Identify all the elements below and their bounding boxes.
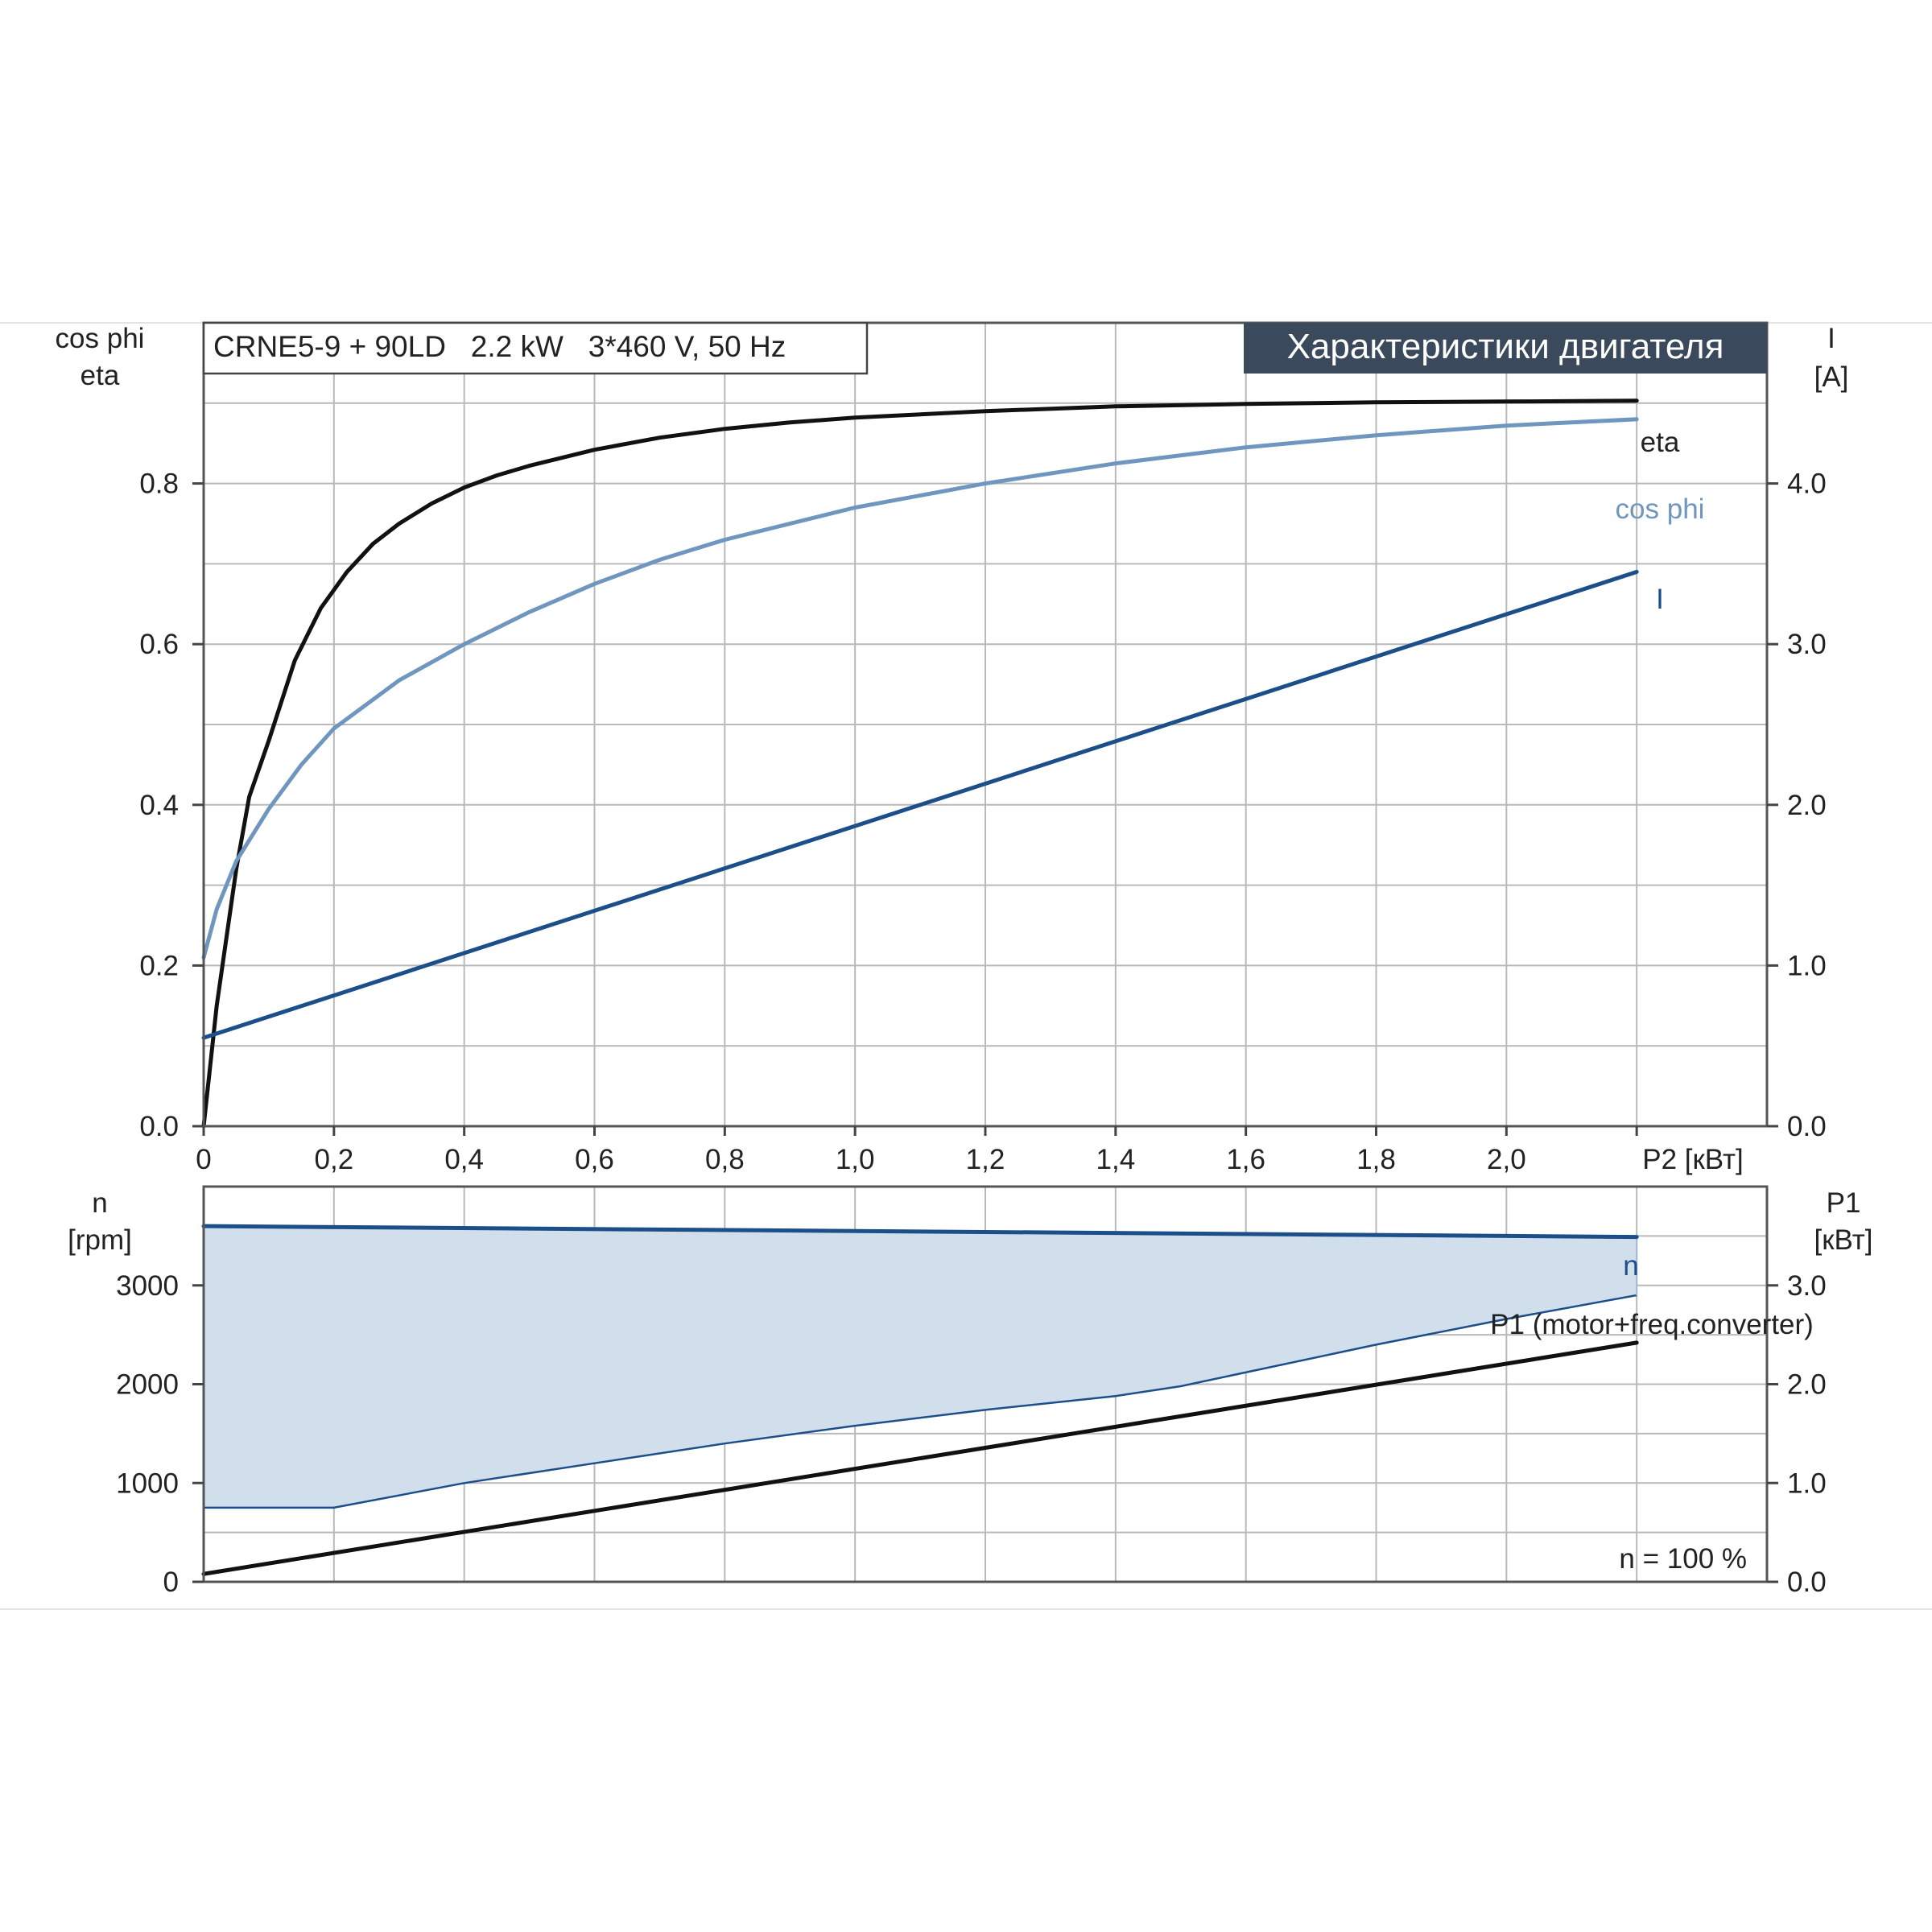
speed-band-area [204,1226,1637,1508]
y-left-tick-label: 0.0 [139,1111,179,1142]
x-tick-label: 0,2 [315,1144,354,1175]
series-line-i [201,569,1639,1040]
series-line-n [201,1224,1639,1240]
p1-axis-label-2: [кВт] [1814,1224,1873,1256]
series-line-cos-phi [201,417,1639,960]
top-panel-grid [204,323,1767,1126]
subtitle-box [202,321,869,375]
y-left-label-2: eta [80,360,120,391]
y-right-tick-label: 4.0 [1787,469,1827,500]
y-right-tick-label: 3.0 [1787,629,1827,660]
series-label-cos-phi: cos phi [1616,493,1705,525]
p1-tick-label: 0.0 [1787,1567,1827,1598]
x-tick-label: 1,0 [836,1144,875,1175]
y-left-tick-label: 0.8 [139,469,179,500]
bottom-panel-series [201,1224,1639,1576]
x-tick-label: 1,6 [1226,1144,1265,1175]
y-right-tick-label: 2.0 [1787,790,1827,821]
series-label-current: I [1656,584,1664,615]
series-line-p1 [201,1340,1639,1576]
p1-tick-label: 1.0 [1787,1468,1827,1499]
x-tick-label: 1,8 [1356,1144,1396,1175]
y-right-label-1: I [1827,323,1835,354]
y-right-label-2: [A] [1814,361,1849,393]
x-tick-label: 1,2 [966,1144,1005,1175]
speed-range-band [204,1226,1638,1509]
n-axis-label-2: [rpm] [68,1224,132,1256]
n-tick-label: 2000 [116,1369,179,1401]
x-tick-label: 0,6 [575,1144,614,1175]
n-axis-label-1: n [92,1187,107,1219]
y-left-tick-label: 0.2 [139,950,179,981]
speed-band-lower-edge [204,1294,1637,1509]
p1-tick-label: 2.0 [1787,1369,1827,1401]
title-box [1244,323,1767,374]
y-right-tick-label: 0.0 [1787,1111,1827,1142]
n-tick-label: 0 [163,1567,179,1598]
series-line-eta [201,398,1639,1129]
n-tick-label: 1000 [116,1468,179,1499]
series-label-p1: P1 (motor+freq.converter) [1490,1309,1814,1340]
top-panel-ticks: 0 0,2 0,4 0,6 0,8 1,0 1,2 1,4 1,6 1,8 2,0 0.0 0.2 0.4… [139,469,1826,1175]
chart-title: Характеристики двигателя [1287,327,1724,366]
series-label-n: n [1623,1250,1638,1282]
bottom-panel-ticks: 0 1000 2000 3000 0.0 1.0 2.0 3.0 [116,1270,1827,1598]
x-tick-label: 0 [196,1144,211,1175]
series-label-eta: eta [1641,427,1680,458]
top-panel-series [201,398,1639,1129]
x-tick-label: 1,4 [1096,1144,1136,1175]
y-left-tick-label: 0.4 [139,790,179,821]
chart-subtitle: CRNE5-9 + 90LD 2.2 kW 3*460 V, 50 Hz [213,330,786,363]
p1-axis-label-1: P1 [1827,1187,1861,1219]
n-tick-label: 3000 [116,1270,179,1302]
p1-tick-label: 3.0 [1787,1270,1827,1302]
y-left-tick-label: 0.6 [139,629,179,660]
y-right-tick-label: 1.0 [1787,950,1827,981]
x-tick-label: 0,8 [705,1144,745,1175]
speed-note: n = 100 % [1619,1543,1747,1575]
x-tick-label: 2,0 [1487,1144,1526,1175]
x-axis-label: P2 [кВт] [1642,1144,1744,1175]
y-left-label-1: cos phi [56,323,145,354]
x-tick-label: 0,4 [444,1144,484,1175]
